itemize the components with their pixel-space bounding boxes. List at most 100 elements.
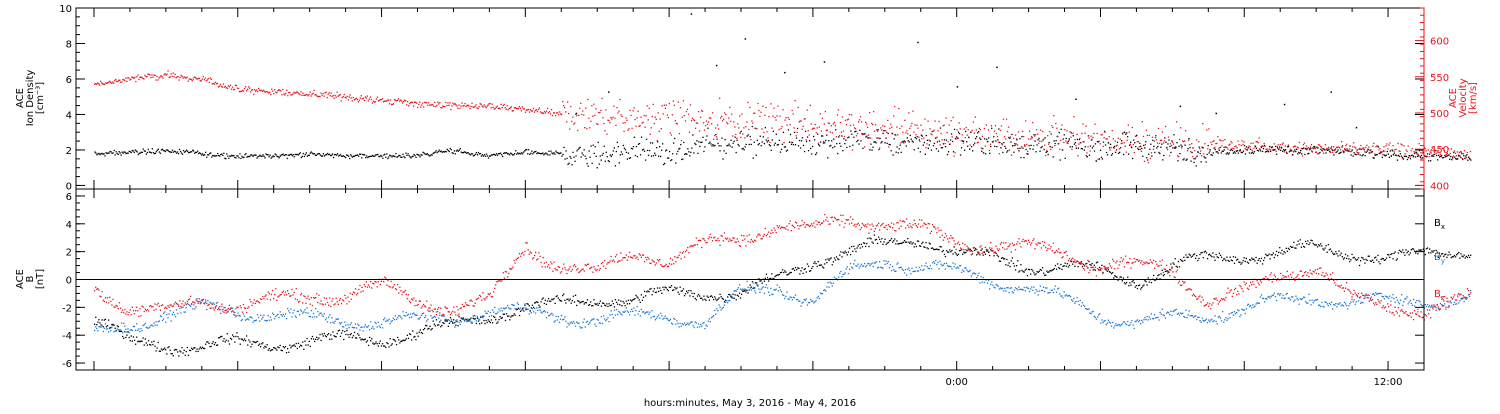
by-point xyxy=(1092,310,1094,313)
velocity-point xyxy=(1385,145,1387,147)
velocity-point xyxy=(878,137,880,139)
bx-point xyxy=(591,305,593,307)
by-point xyxy=(536,307,538,309)
density-point xyxy=(1135,145,1137,148)
velocity-point xyxy=(1375,146,1377,148)
density-point xyxy=(750,143,752,146)
velocity-point xyxy=(280,90,282,92)
density-point xyxy=(782,131,785,133)
density-point xyxy=(736,139,738,141)
density-point xyxy=(270,157,272,159)
velocity-point xyxy=(700,110,703,112)
by-point xyxy=(222,310,224,312)
by-point xyxy=(535,312,537,314)
density-point xyxy=(231,154,233,156)
velocity-point xyxy=(933,129,935,131)
density-point xyxy=(641,149,644,151)
density-point xyxy=(1227,153,1229,155)
by-point xyxy=(861,265,864,267)
by-point xyxy=(1019,288,1021,291)
by-point xyxy=(645,311,647,314)
by-point xyxy=(1011,291,1013,293)
bx-point xyxy=(471,322,473,324)
bx-point xyxy=(690,290,692,292)
density-point xyxy=(407,153,409,155)
velocity-point xyxy=(792,113,794,115)
velocity-point xyxy=(1201,155,1203,157)
velocity-point xyxy=(918,136,920,138)
bx-point xyxy=(153,340,155,342)
bx-point xyxy=(337,330,339,332)
density-point xyxy=(723,150,725,152)
velocity-point xyxy=(755,127,757,130)
density-point xyxy=(364,154,366,156)
velocity-point xyxy=(839,121,842,124)
density-point xyxy=(1071,146,1073,148)
velocity-point xyxy=(191,80,193,82)
velocity-point xyxy=(958,122,960,124)
density-point xyxy=(257,156,259,158)
density-point xyxy=(1412,156,1415,158)
velocity-point xyxy=(647,119,649,121)
bx-point xyxy=(1355,259,1357,261)
by-point xyxy=(1131,319,1133,322)
by-point xyxy=(414,314,416,316)
velocity-point xyxy=(770,103,772,105)
by-point xyxy=(163,318,165,320)
bx-point xyxy=(474,318,476,320)
bx-point xyxy=(1436,251,1438,253)
by-point xyxy=(953,266,955,268)
density-point xyxy=(1413,152,1416,154)
bx-point xyxy=(634,298,636,300)
density-point xyxy=(512,154,514,156)
by-point xyxy=(634,314,636,316)
by-point xyxy=(590,320,592,322)
by-point xyxy=(212,302,214,304)
density-point xyxy=(590,145,592,147)
density-point xyxy=(503,152,505,155)
density-point xyxy=(391,156,393,158)
density-point xyxy=(1167,143,1169,145)
by-point xyxy=(943,262,946,265)
bx-point xyxy=(386,342,388,344)
by-point xyxy=(1031,286,1033,288)
density-point xyxy=(1119,151,1121,153)
velocity-point xyxy=(1079,137,1081,140)
velocity-point xyxy=(1461,157,1464,160)
bx-point xyxy=(1358,264,1361,267)
density-point xyxy=(651,142,654,144)
velocity-point xyxy=(1185,130,1187,132)
velocity-point xyxy=(854,128,857,130)
density-point xyxy=(149,151,151,153)
velocity-point xyxy=(400,99,402,101)
bx-point xyxy=(861,246,864,248)
density-point xyxy=(942,143,945,145)
bx-point xyxy=(1347,255,1349,257)
bx-point xyxy=(1072,263,1074,265)
by-point xyxy=(1023,286,1025,289)
bx-point xyxy=(798,267,800,269)
bx-point xyxy=(325,336,328,338)
by-point xyxy=(263,314,265,316)
bx-point xyxy=(802,272,804,274)
velocity-point xyxy=(329,95,331,97)
by-point xyxy=(501,310,503,312)
velocity-point xyxy=(1266,148,1268,150)
density-point xyxy=(1396,159,1399,161)
by-point xyxy=(1060,295,1062,297)
by-point xyxy=(292,312,294,314)
by-point xyxy=(1122,321,1125,323)
density-point xyxy=(1410,154,1413,157)
by-point xyxy=(628,314,631,316)
bx-point xyxy=(766,277,769,279)
by-point xyxy=(622,311,624,313)
velocity-point xyxy=(1430,152,1432,154)
density-point xyxy=(783,146,786,148)
velocity-point xyxy=(561,113,563,116)
velocity-point xyxy=(623,130,625,132)
density-point xyxy=(1398,155,1401,157)
velocity-point xyxy=(1150,152,1153,154)
by-point xyxy=(1076,297,1078,299)
bx-point xyxy=(1208,254,1210,256)
density-point xyxy=(336,153,339,155)
